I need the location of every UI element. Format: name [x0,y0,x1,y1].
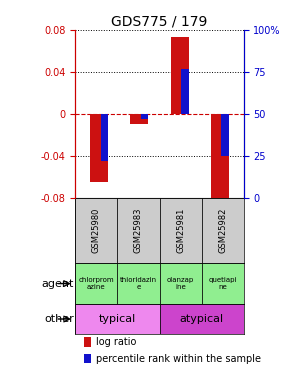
Bar [84,337,91,347]
Text: GSM25983: GSM25983 [134,208,143,253]
Bar [171,38,188,114]
Text: atypical: atypical [180,314,224,324]
Text: olanzap
ine: olanzap ine [167,277,194,290]
Bar [75,198,117,263]
Text: quetiapi
ne: quetiapi ne [208,277,237,290]
Text: chlorprom
azine: chlorprom azine [79,277,114,290]
Bar [221,114,229,156]
Bar [202,198,244,263]
Bar [141,114,148,119]
Text: other: other [44,314,74,324]
Bar [160,304,244,334]
Text: typical: typical [99,314,136,324]
Bar [211,114,229,203]
Bar [181,69,188,114]
Text: percentile rank within the sample: percentile rank within the sample [96,354,261,364]
Text: log ratio: log ratio [96,337,136,347]
Bar [117,198,160,263]
Text: agent: agent [41,279,74,289]
Bar [117,263,160,304]
Text: GSM25982: GSM25982 [218,208,227,253]
Text: GSM25981: GSM25981 [176,208,185,253]
Bar [130,114,148,125]
Bar [160,198,202,263]
Bar [84,354,91,363]
Bar [101,114,108,161]
Title: GDS775 / 179: GDS775 / 179 [111,15,208,29]
Bar [160,263,202,304]
Bar [202,263,244,304]
Text: thioridazin
e: thioridazin e [120,277,157,290]
Bar [90,114,108,182]
Bar [75,263,117,304]
Bar [75,304,160,334]
Text: GSM25980: GSM25980 [92,208,101,253]
